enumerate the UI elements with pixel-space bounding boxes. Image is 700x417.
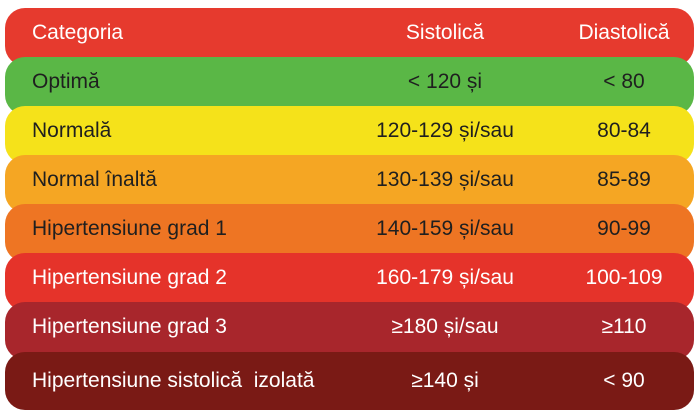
diastolic-value: 100-109 [585,266,663,289]
systolic-value: ≥180 și/sau [391,315,499,338]
diastolic-value: < 80 [603,70,645,93]
systolic-value: 120-129 și/sau [376,119,514,142]
row-normal: Normală 120-129 și/sau 80-84 [5,106,694,164]
category-label: Hipertensiune grad 3 [32,315,227,338]
row-isolated-systolic: Hipertensiune sistolică izolată ≥140 și … [5,352,694,410]
diastolic-value: 80-84 [597,119,651,142]
systolic-value: 160-179 și/sau [376,266,514,289]
diastolic-value: 90-99 [597,217,651,240]
category-label: Hipertensiune grad 1 [32,217,227,240]
diastolic-value: < 90 [603,369,645,392]
row-grade-1: Hipertensiune grad 1 140-159 și/sau 90-9… [5,204,694,262]
table-header-row: Categoria Sistolică Diastolică [5,8,694,66]
category-label: Optimă [32,70,100,93]
row-high-normal: Normal înaltă 130-139 și/sau 85-89 [5,155,694,213]
category-label: Normală [32,119,112,142]
row-grade-2: Hipertensiune grad 2 160-179 și/sau 100-… [5,253,694,311]
category-label: Normal înaltă [32,168,157,191]
blood-pressure-table: Categoria Sistolică Diastolică Optimă < … [5,8,694,410]
systolic-value: 140-159 și/sau [376,217,514,240]
row-optimal: Optimă < 120 și < 80 [5,57,694,115]
header-category: Categoria [32,21,124,44]
header-systolic: Sistolică [405,21,485,44]
systolic-value: 130-139 și/sau [376,168,514,191]
category-label: Hipertensiune grad 2 [32,266,227,289]
category-label: Hipertensiune sistolică izolată [32,369,315,392]
systolic-value: < 120 și [407,70,483,93]
row-grade-3: Hipertensiune grad 3 ≥180 și/sau ≥110 [5,302,694,360]
systolic-value: ≥140 și [411,369,479,392]
header-diastolic: Diastolică [578,21,670,44]
diastolic-value: ≥110 [601,315,647,338]
diastolic-value: 85-89 [597,168,651,191]
